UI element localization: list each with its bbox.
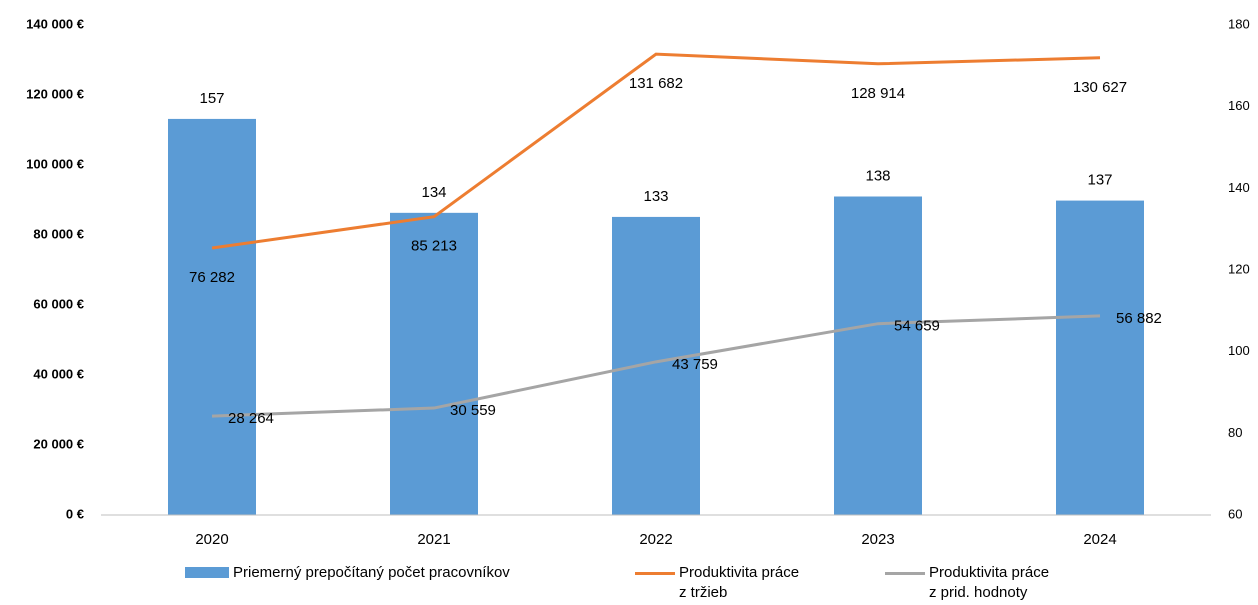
legend-swatch [885, 572, 925, 575]
bar [1056, 200, 1144, 516]
y-tick-label: 0 € [66, 506, 84, 521]
bar [390, 212, 478, 516]
bar-value-label: 137 [1087, 172, 1112, 189]
y-tick-label: 140 000 € [26, 16, 84, 31]
legend-item: Produktivita práce z tržieb [635, 563, 807, 603]
line-value-label: 56 882 [1116, 310, 1162, 327]
y2-tick-label: 60 [1228, 506, 1242, 521]
legend-swatch [635, 572, 675, 575]
y-tick-label: 60 000 € [33, 296, 84, 311]
bar [834, 196, 922, 515]
line-value-label: 131 682 [629, 75, 683, 92]
legend-swatch [185, 567, 229, 578]
legend-label: Produktivita práce z tržieb [679, 564, 800, 601]
y-tick-label: 40 000 € [33, 366, 84, 381]
x-tick-label: 2022 [639, 531, 672, 548]
legend: Priemerný prepočítaný počet pracovníkov P… [0, 563, 1258, 605]
y-tick-label: 20 000 € [33, 436, 84, 451]
y2-tick-label: 180 [1228, 16, 1250, 31]
y2-tick-label: 160 [1228, 98, 1250, 113]
legend-label: Priemerný prepočítaný počet pracovníkov [233, 564, 510, 581]
series-line [211, 314, 1101, 418]
x-tick-label: 2020 [195, 531, 228, 548]
chart: 0 € 20 000 € 40 000 € 60 000 € 80 000 € 100 0… [26, 16, 1250, 548]
x-tick-label: 2024 [1083, 531, 1116, 548]
legend-item: Produktivita práce z prid. hodnoty [885, 563, 1057, 603]
line-value-label: 43 759 [672, 356, 718, 373]
bar-value-label: 138 [865, 167, 890, 184]
y-tick-label: 120 000 € [26, 86, 84, 101]
x-tick-label: 2023 [861, 531, 894, 548]
line-value-label: 54 659 [894, 318, 940, 335]
line-value-label: 30 559 [450, 402, 496, 419]
y-tick-label: 100 000 € [26, 156, 84, 171]
y2-tick-label: 140 [1228, 180, 1250, 195]
line-value-label: 85 213 [411, 238, 457, 255]
legend-label: Produktivita práce z prid. hodnoty [929, 564, 1050, 601]
line-value-label: 128 914 [851, 85, 905, 102]
series-line [211, 52, 1101, 250]
bar-value-label: 133 [643, 188, 668, 205]
y-tick-label: 80 000 € [33, 226, 84, 241]
line-value-label: 76 282 [189, 269, 235, 286]
bar [168, 118, 256, 516]
line-value-label: 130 627 [1073, 79, 1127, 96]
bar-value-label: 157 [199, 90, 224, 107]
bar-value-label: 134 [421, 184, 446, 201]
y2-tick-label: 120 [1228, 261, 1250, 276]
bar [612, 216, 700, 515]
y2-tick-label: 80 [1228, 425, 1242, 440]
x-tick-label: 2021 [417, 531, 450, 548]
y2-tick-label: 100 [1228, 343, 1250, 358]
legend-item: Priemerný prepočítaný počet pracovníkov [185, 563, 510, 583]
line-value-label: 28 264 [228, 410, 274, 427]
